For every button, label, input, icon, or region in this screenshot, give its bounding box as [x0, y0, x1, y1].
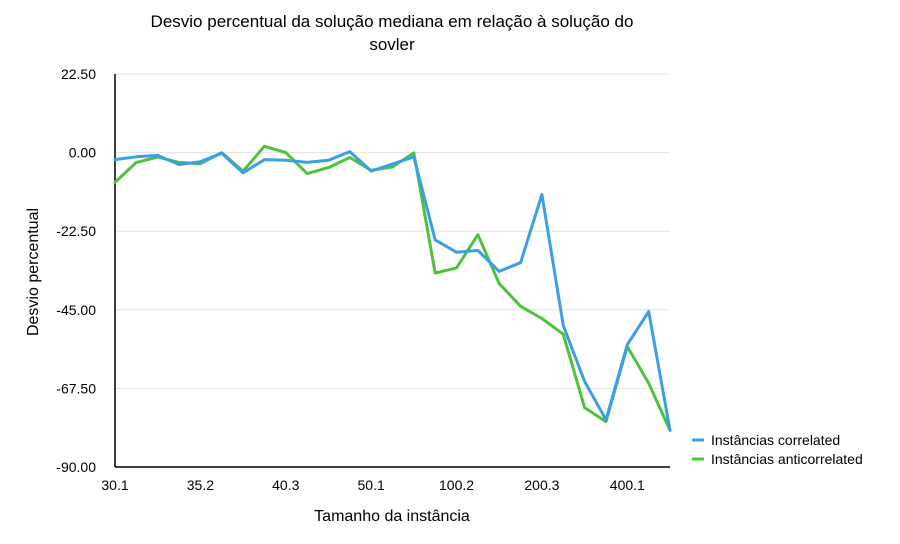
legend-entry: Instâncias anticorrelated — [711, 451, 863, 467]
y-tick-label: 0.00 — [69, 145, 96, 161]
chart-title-line2: sovler — [369, 35, 415, 54]
series-line-correlated — [113, 150, 672, 432]
x-tick-label: 30.1 — [101, 477, 128, 493]
y-axis-ticks: 22.50 0.00 -22.50 -45.00 -67.50 -90.00 — [56, 66, 96, 475]
gridlines — [115, 73, 670, 389]
x-tick-label: 400.1 — [610, 477, 645, 493]
x-tick-label: 100.2 — [439, 477, 474, 493]
x-tick-label: 50.1 — [358, 477, 385, 493]
x-axis-label: Tamanho da instância — [314, 508, 470, 525]
y-tick-label: -90.00 — [56, 459, 96, 475]
y-tick-label: -22.50 — [56, 223, 96, 239]
x-tick-label: 40.3 — [272, 477, 299, 493]
x-tick-label: 35.2 — [187, 477, 214, 493]
x-axis-ticks: 30.1 35.2 40.3 50.1 100.2 200.3 400.1 — [101, 477, 645, 493]
y-tick-label: 22.50 — [61, 66, 96, 82]
legend: Instâncias correlated Instâncias anticorr… — [692, 432, 863, 467]
series-lines — [113, 144, 672, 432]
legend-entry: Instâncias correlated — [711, 432, 840, 448]
y-axis-label: Desvio percentual — [25, 208, 42, 336]
chart-title-line1: Desvio percentual da solução mediana em … — [151, 12, 634, 31]
x-tick-label: 200.3 — [524, 477, 559, 493]
y-tick-label: -67.50 — [56, 380, 96, 396]
y-tick-label: -45.00 — [56, 302, 96, 318]
